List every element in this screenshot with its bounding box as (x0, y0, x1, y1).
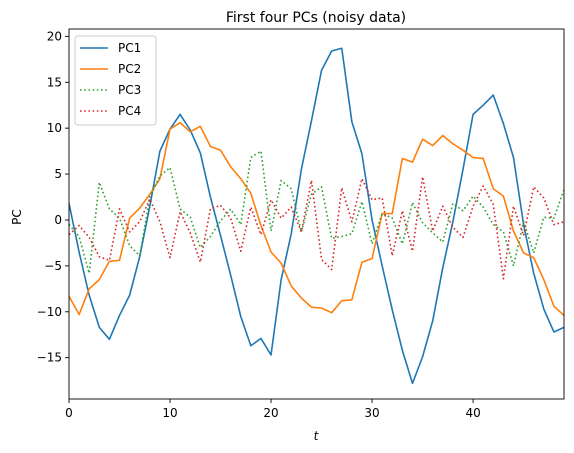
series-line-pc4 (69, 176, 564, 280)
y-axis: −15 −10 −5 0 5 10 15 20 (37, 29, 69, 365)
y-tick-label: 10 (47, 121, 62, 135)
legend-box (74, 35, 157, 126)
x-axis: 0 10 20 30 40 (65, 399, 481, 420)
y-tick-label: −5 (44, 259, 62, 273)
x-tick-label: 0 (65, 406, 73, 420)
x-tick-label: 40 (465, 406, 480, 420)
chart-title: First four PCs (noisy data) (226, 10, 406, 26)
y-tick-label: 15 (47, 75, 62, 89)
axes-frame (68, 28, 565, 400)
x-axis-label: t (314, 429, 320, 443)
y-axis-label: PC (10, 209, 24, 225)
legend: PC1 PC2 PC3 PC4 (74, 35, 157, 126)
y-tick-label: 5 (54, 167, 62, 181)
legend-label-pc3: PC3 (118, 83, 141, 97)
x-tick-label: 20 (263, 406, 278, 420)
legend-label-pc1: PC1 (118, 41, 141, 55)
series-line-pc1 (69, 47, 564, 385)
x-tick-label: 30 (364, 406, 379, 420)
series-line-pc3 (69, 150, 564, 275)
y-tick-label: 20 (47, 29, 62, 43)
plot-area (68, 28, 565, 400)
series-line-pc2 (69, 121, 564, 317)
y-tick-label: −10 (37, 305, 62, 319)
legend-label-pc2: PC2 (118, 62, 141, 76)
y-tick-label: 0 (54, 213, 62, 227)
y-tick-label: −15 (37, 351, 62, 365)
x-tick-label: 10 (162, 406, 177, 420)
legend-label-pc4: PC4 (118, 104, 141, 118)
